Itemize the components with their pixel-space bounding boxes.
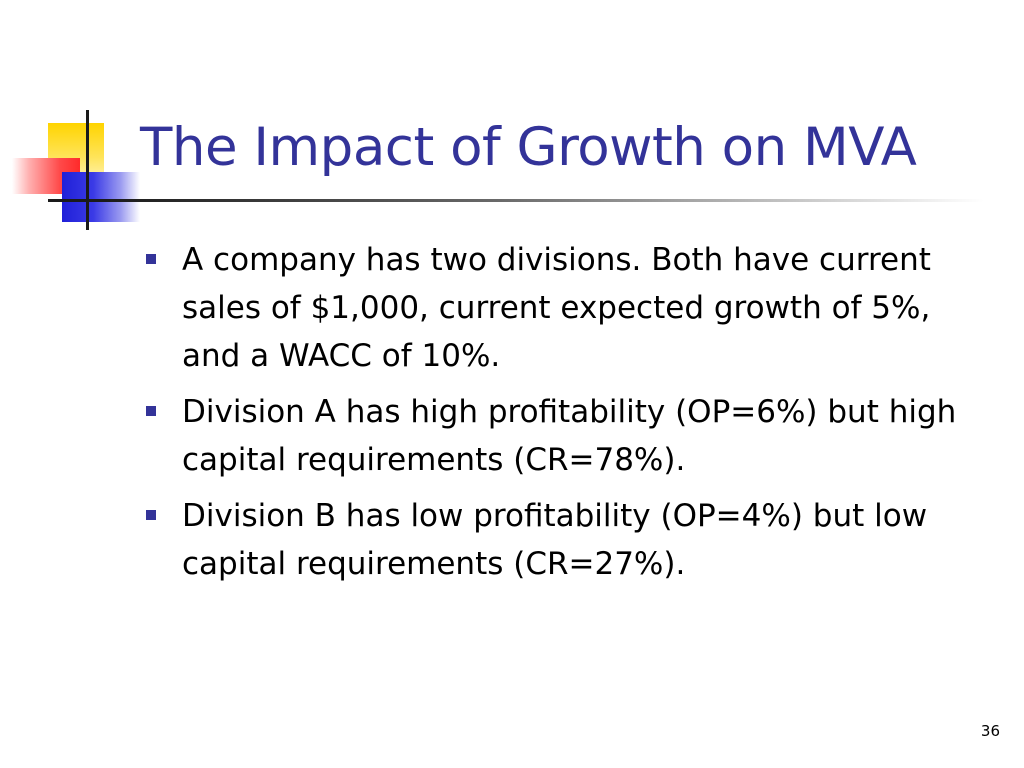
bullet-list: A company has two divisions. Both have c… [142,236,992,596]
logo-horizontal-line [48,199,108,202]
bullet-item: Division B has low profitability (OP=4%)… [142,492,992,588]
bullet-item: A company has two divisions. Both have c… [142,236,992,380]
bullet-text: Division A has high profitability (OP=6%… [182,394,957,478]
square-bullet-icon [146,406,156,416]
title-underline-rule [104,199,984,202]
square-bullet-icon [146,254,156,264]
slide-title: The Impact of Growth on MVA [140,117,917,178]
bullet-text: A company has two divisions. Both have c… [182,242,931,374]
decorative-logo-icon [0,0,150,240]
bullet-item: Division A has high profitability (OP=6%… [142,388,992,484]
blue-bar-shape [62,172,140,222]
bullet-text: Division B has low profitability (OP=4%)… [182,498,928,582]
logo-vertical-line [86,110,89,230]
page-number: 36 [980,722,1000,740]
square-bullet-icon [146,510,156,520]
